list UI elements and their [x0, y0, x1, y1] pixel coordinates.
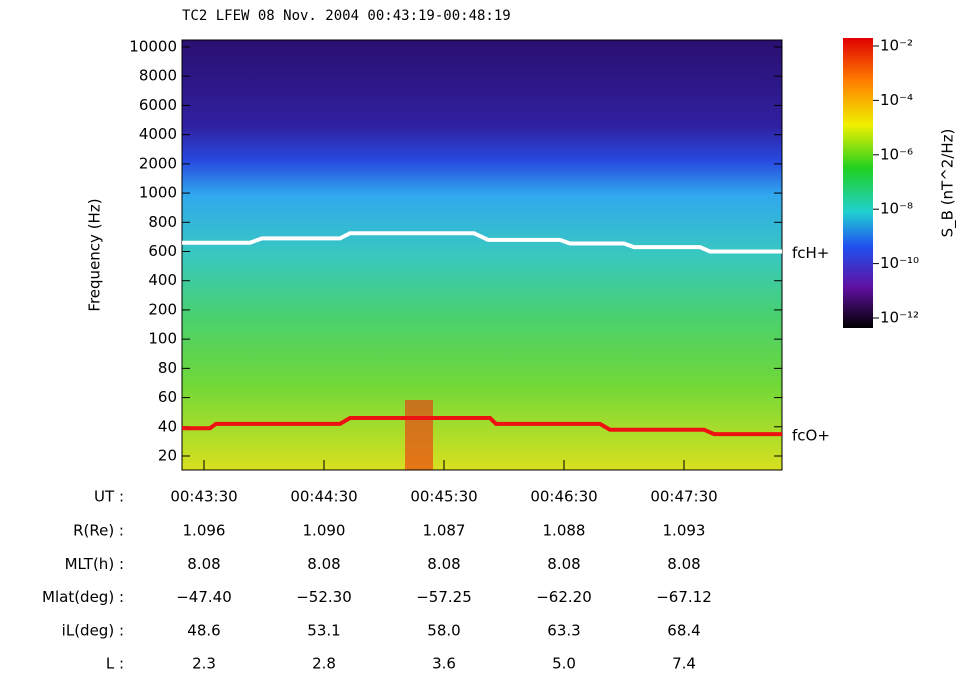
- row-label: L :: [106, 655, 124, 673]
- table-cell: 1.093: [663, 522, 706, 540]
- y-tick-label: 1000: [139, 184, 177, 202]
- table-cell: 8.08: [307, 555, 340, 573]
- table-cell: −47.40: [176, 588, 232, 606]
- table-cell: −52.30: [296, 588, 352, 606]
- table-cell: 1.096: [183, 522, 226, 540]
- table-cell: 48.6: [187, 621, 220, 639]
- cyclotron-line: [182, 231, 782, 254]
- table-cell: 7.4: [672, 655, 696, 673]
- plot-frame: [181, 39, 783, 471]
- y-tick-label: 80: [158, 359, 177, 377]
- x-tick-label: 00:47:30: [650, 488, 717, 506]
- table-cell: 5.0: [552, 655, 576, 673]
- y-tick-label: 6000: [139, 96, 177, 114]
- row-label: MLT(h) :: [65, 555, 124, 573]
- row-label: UT :: [94, 488, 124, 506]
- x-tick-label: 00:45:30: [410, 488, 477, 506]
- table-cell: 8.08: [667, 555, 700, 573]
- x-tick-label: 00:44:30: [290, 488, 357, 506]
- table-cell: 1.087: [423, 522, 466, 540]
- table-cell: −57.25: [416, 588, 472, 606]
- spectrogram-burst: [405, 400, 433, 470]
- colorbar-label: S_B (nT^2/Hz): [939, 129, 958, 238]
- table-cell: 58.0: [427, 621, 460, 639]
- table-cell: 1.090: [303, 522, 346, 540]
- line-label: fcH+: [792, 244, 829, 262]
- colorbar-tick-label: 10⁻¹⁰: [880, 254, 919, 272]
- x-tick-label: 00:43:30: [170, 488, 237, 506]
- chart-title: TC2 LFEW 08 Nov. 2004 00:43:19-00:48:19: [182, 8, 511, 24]
- row-label: Mlat(deg) :: [42, 588, 124, 606]
- cyclotron-line: [182, 416, 782, 437]
- y-tick-label: 2000: [139, 154, 177, 172]
- y-axis-label: Frequency (Hz): [86, 198, 104, 311]
- y-tick-label: 100: [148, 330, 177, 348]
- y-tick-label: 200: [148, 300, 177, 318]
- colorbar-tick-label: 10⁻¹²: [880, 309, 919, 327]
- row-label: iL(deg) :: [62, 621, 124, 639]
- table-cell: 3.6: [432, 655, 456, 673]
- y-tick-label: 800: [148, 213, 177, 231]
- colorbar-tick-label: 10⁻⁸: [880, 200, 913, 218]
- spectrogram: [182, 40, 782, 470]
- table-cell: 53.1: [307, 621, 340, 639]
- colorbar-tick-label: 10⁻⁴: [880, 91, 913, 109]
- table-cell: 8.08: [427, 555, 460, 573]
- table-cell: 8.08: [547, 555, 580, 573]
- y-tick-label: 40: [158, 417, 177, 435]
- table-cell: 1.088: [543, 522, 586, 540]
- table-cell: −62.20: [536, 588, 592, 606]
- colorbar-tick-label: 10⁻⁶: [880, 145, 913, 163]
- table-cell: 2.3: [192, 655, 216, 673]
- row-label: R(Re) :: [73, 522, 124, 540]
- table-cell: −67.12: [656, 588, 712, 606]
- y-tick-label: 10000: [129, 38, 177, 56]
- y-tick-label: 60: [158, 388, 177, 406]
- table-cell: 2.8: [312, 655, 336, 673]
- y-tick-label: 4000: [139, 125, 177, 143]
- colorbar: [843, 38, 873, 328]
- table-cell: 63.3: [547, 621, 580, 639]
- line-label: fcO+: [792, 427, 830, 445]
- table-cell: 68.4: [667, 621, 700, 639]
- colorbar-tick-label: 10⁻²: [880, 37, 913, 55]
- y-tick-label: 20: [158, 447, 177, 465]
- y-tick-label: 8000: [139, 67, 177, 85]
- y-tick-label: 600: [148, 242, 177, 260]
- x-tick-label: 00:46:30: [530, 488, 597, 506]
- table-cell: 8.08: [187, 555, 220, 573]
- y-tick-label: 400: [148, 271, 177, 289]
